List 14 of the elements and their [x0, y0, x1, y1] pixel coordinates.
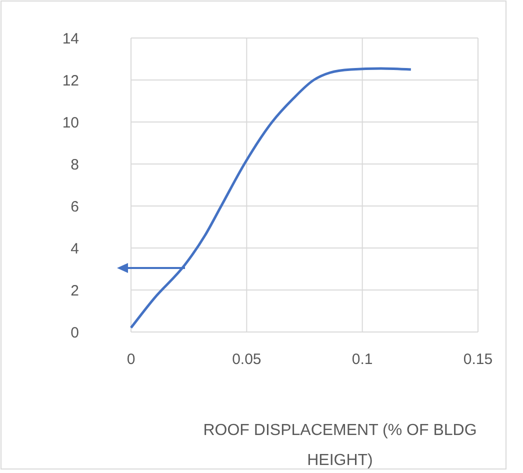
- y-tick-label: 8: [70, 156, 79, 174]
- x-tick-label: 0: [126, 351, 136, 368]
- y-tick-label: 12: [62, 72, 79, 90]
- y-tick-label: 14: [62, 30, 79, 48]
- x-tick-label: 0.1: [352, 351, 373, 368]
- y-tick-label: 4: [70, 240, 79, 258]
- x-tick-label: 0.05: [232, 351, 262, 368]
- y-tick-label: 10: [62, 114, 79, 132]
- x-axis-title: ROOF DISPLACEMENT (% OF BLDG HEIGHT): [203, 422, 477, 469]
- y-tick-label: 6: [70, 198, 79, 216]
- y-tick-label: 0: [70, 324, 79, 342]
- x-tick-label: 0.15: [463, 351, 493, 368]
- y-tick-label: 2: [70, 282, 79, 300]
- line-series: [130, 67, 412, 330]
